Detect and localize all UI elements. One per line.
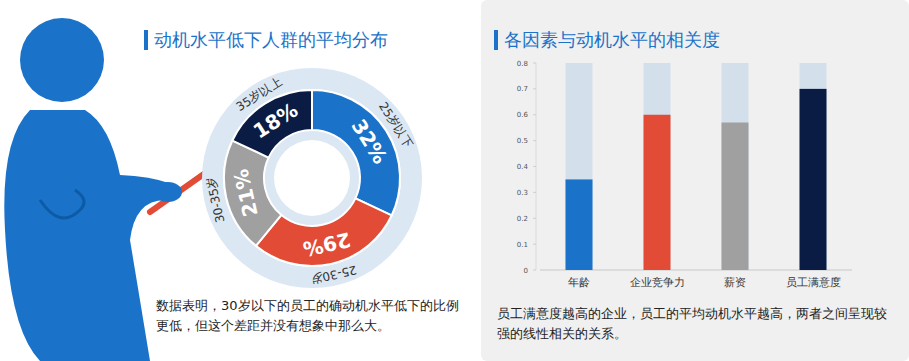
bar: [566, 179, 593, 270]
panel-background: [481, 0, 909, 361]
title-marker: [144, 30, 148, 50]
bar-track: [722, 63, 749, 270]
y-tick: [533, 270, 536, 271]
donut-hole: [274, 140, 350, 216]
y-tick: [533, 192, 536, 193]
y-tick: [533, 63, 536, 64]
x-tick-label: 企业竞争力: [630, 276, 685, 289]
data-label: 18%: [249, 98, 302, 144]
chart-title: 动机水平低下人群的平均分布: [154, 29, 388, 50]
bar: [722, 123, 749, 270]
bar-track: [800, 63, 827, 270]
bar: [644, 115, 671, 270]
category-label: 30-35岁: [203, 175, 227, 224]
y-tick-label: 0.2: [517, 215, 528, 223]
y-tick-label: 0.4: [517, 163, 529, 171]
y-tick-label: 0.5: [517, 137, 528, 145]
bar: [800, 89, 827, 270]
figure-arm: [40, 190, 84, 218]
x-tick-label: 年龄: [568, 276, 590, 289]
y-tick: [533, 88, 536, 89]
data-label: 29%: [301, 227, 353, 261]
donut-backdrop: [202, 68, 422, 288]
category-label: 25-30岁: [309, 263, 358, 287]
y-tick: [533, 114, 536, 115]
data-label: 32%: [346, 115, 392, 168]
y-tick-label: 0: [524, 267, 528, 275]
donut-slice: [224, 141, 281, 246]
y-tick-label: 0.1: [517, 241, 528, 249]
y-tick: [533, 218, 536, 219]
bar-track: [644, 63, 671, 270]
category-label: 25岁以下: [376, 100, 415, 151]
donut-slice: [256, 198, 392, 266]
donut-ring-edge: [223, 89, 401, 267]
annotation: 数据表明，30岁以下的员工的确动机水平低下的比例更低，但这个差距并没有想象中那么…: [156, 296, 466, 336]
y-tick-label: 0.8: [517, 60, 528, 68]
x-tick-label: 员工满意度: [786, 276, 841, 289]
title-marker: [494, 30, 498, 50]
donut-slices: [224, 90, 400, 266]
y-tick: [533, 140, 536, 141]
x-tick-label: 薪资: [724, 276, 746, 289]
y-tick: [533, 166, 536, 167]
y-tick-label: 0.6: [517, 111, 529, 119]
figure-head: [20, 18, 104, 102]
page: 动机水平低下人群的平均分布 32%25岁以下 29%25-30岁 21%30-35岁 1…: [0, 0, 909, 361]
bars: [566, 63, 827, 270]
chart-title: 各因素与动机水平的相关度: [504, 29, 720, 50]
data-label: 21%: [229, 167, 263, 219]
y-tick-label: 0.7: [517, 85, 528, 93]
y-tick: [533, 244, 536, 245]
annotation: 员工满意度越高的企业，员工的平均动机水平越高，两者之间呈现较强的线性相关的关系。: [497, 304, 895, 344]
figure-hand: [154, 182, 182, 202]
y-tick-label: 0.3: [517, 189, 528, 197]
category-label: 35岁以上: [234, 75, 285, 114]
figure-body: [4, 110, 172, 361]
bar-track: [566, 63, 593, 270]
